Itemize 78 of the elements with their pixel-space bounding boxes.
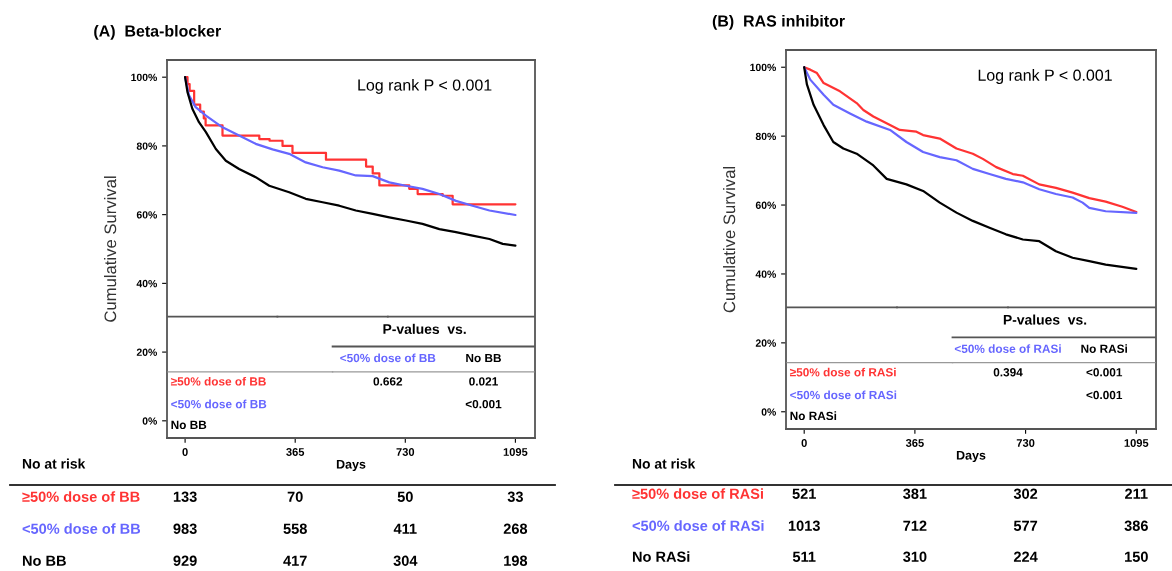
annotation: Log rank P < 0.001	[978, 69, 1112, 84]
text: 70	[287, 491, 303, 502]
y-tick-label: 80%	[755, 132, 776, 141]
y-tick-label: 100%	[131, 73, 157, 82]
annotation: P-values vs.	[383, 323, 466, 334]
text: 558	[283, 523, 307, 534]
text: 150	[1125, 551, 1148, 562]
x-tick-label: 1095	[1124, 439, 1149, 447]
text: 417	[283, 555, 307, 566]
text: No RASi	[790, 411, 837, 421]
text: No at risk	[22, 458, 86, 469]
annotation: 0.021	[469, 377, 498, 386]
text: <50% dose of RASi	[790, 390, 897, 400]
y-tick-label: 0%	[142, 417, 157, 425]
text: 521	[792, 488, 816, 499]
annotation: <0.001	[465, 399, 502, 409]
text: ≥50% dose of BB	[22, 491, 140, 502]
text: 211	[1125, 488, 1148, 499]
x-tick-label: 365	[286, 448, 305, 456]
text: 198	[504, 555, 528, 566]
text: 310	[903, 551, 927, 562]
x-tick-label: 730	[1016, 439, 1035, 447]
y-tick-label: 20%	[136, 348, 157, 356]
x-axis-title: Days	[956, 450, 986, 463]
text: No BB	[466, 353, 501, 363]
text: ≥50% dose of RASi	[789, 367, 896, 377]
text: 133	[173, 491, 197, 502]
text: 50	[397, 491, 413, 502]
text: 577	[1013, 520, 1038, 531]
text: No BB	[22, 555, 66, 566]
y-tick-label: 0%	[761, 408, 776, 416]
text: 381	[903, 488, 927, 499]
text: ≥50% dose of BB	[170, 376, 266, 386]
y-tick-label: 100%	[750, 63, 776, 72]
y-tick-label: 40%	[136, 279, 157, 288]
chart-title: (A) Beta-blocker	[94, 24, 221, 40]
chart-title: (B) RAS inhibitor	[712, 14, 845, 30]
y-tick-label: 60%	[136, 211, 157, 219]
text: <50% dose of RASi	[632, 520, 764, 531]
text: 929	[173, 555, 197, 566]
text: No BB	[171, 420, 207, 430]
text: 386	[1124, 520, 1148, 531]
y-tick-label: 80%	[136, 142, 157, 150]
text: <50% dose of BB	[22, 523, 141, 534]
text: <50% dose of RASi	[954, 344, 1061, 353]
annotation: <0.001	[1086, 368, 1123, 377]
y-tick-label: 40%	[755, 270, 776, 278]
y-tick-label: 60%	[755, 201, 776, 209]
text: 268	[503, 523, 528, 534]
text: <50% dose of BB	[171, 399, 267, 409]
x-tick-label: 0	[182, 448, 188, 456]
text: 411	[393, 523, 417, 534]
y-tick-label: 20%	[755, 339, 776, 347]
annotation: Log rank P < 0.001	[358, 79, 492, 94]
text: 712	[903, 520, 927, 531]
y-axis-title: Cumulative Survival	[103, 176, 117, 322]
text: ≥50% dose of RASi	[632, 488, 763, 499]
y-axis-title: Cumulative Survival	[722, 166, 736, 313]
text: 1013	[788, 520, 820, 531]
text: 983	[173, 523, 197, 534]
text: No RASi	[1081, 344, 1127, 353]
annotation: 0.394	[993, 368, 1023, 377]
text: 304	[393, 555, 418, 566]
x-tick-label: 0	[801, 439, 807, 447]
x-axis-title: Days	[336, 459, 366, 472]
text: <50% dose of BB	[340, 353, 436, 363]
annotation: P-values vs.	[1003, 314, 1087, 325]
annotation: 0.662	[373, 377, 403, 386]
annotation: <0.001	[1086, 390, 1123, 400]
text: No RASi	[632, 551, 690, 562]
text: 33	[507, 491, 523, 502]
x-tick-label: 365	[905, 439, 924, 447]
text: 302	[1013, 488, 1038, 499]
text: No at risk	[632, 458, 696, 469]
text: 224	[1013, 551, 1038, 562]
x-tick-label: 730	[396, 448, 415, 456]
x-tick-label: 1095	[503, 448, 528, 456]
text: 511	[792, 551, 816, 562]
